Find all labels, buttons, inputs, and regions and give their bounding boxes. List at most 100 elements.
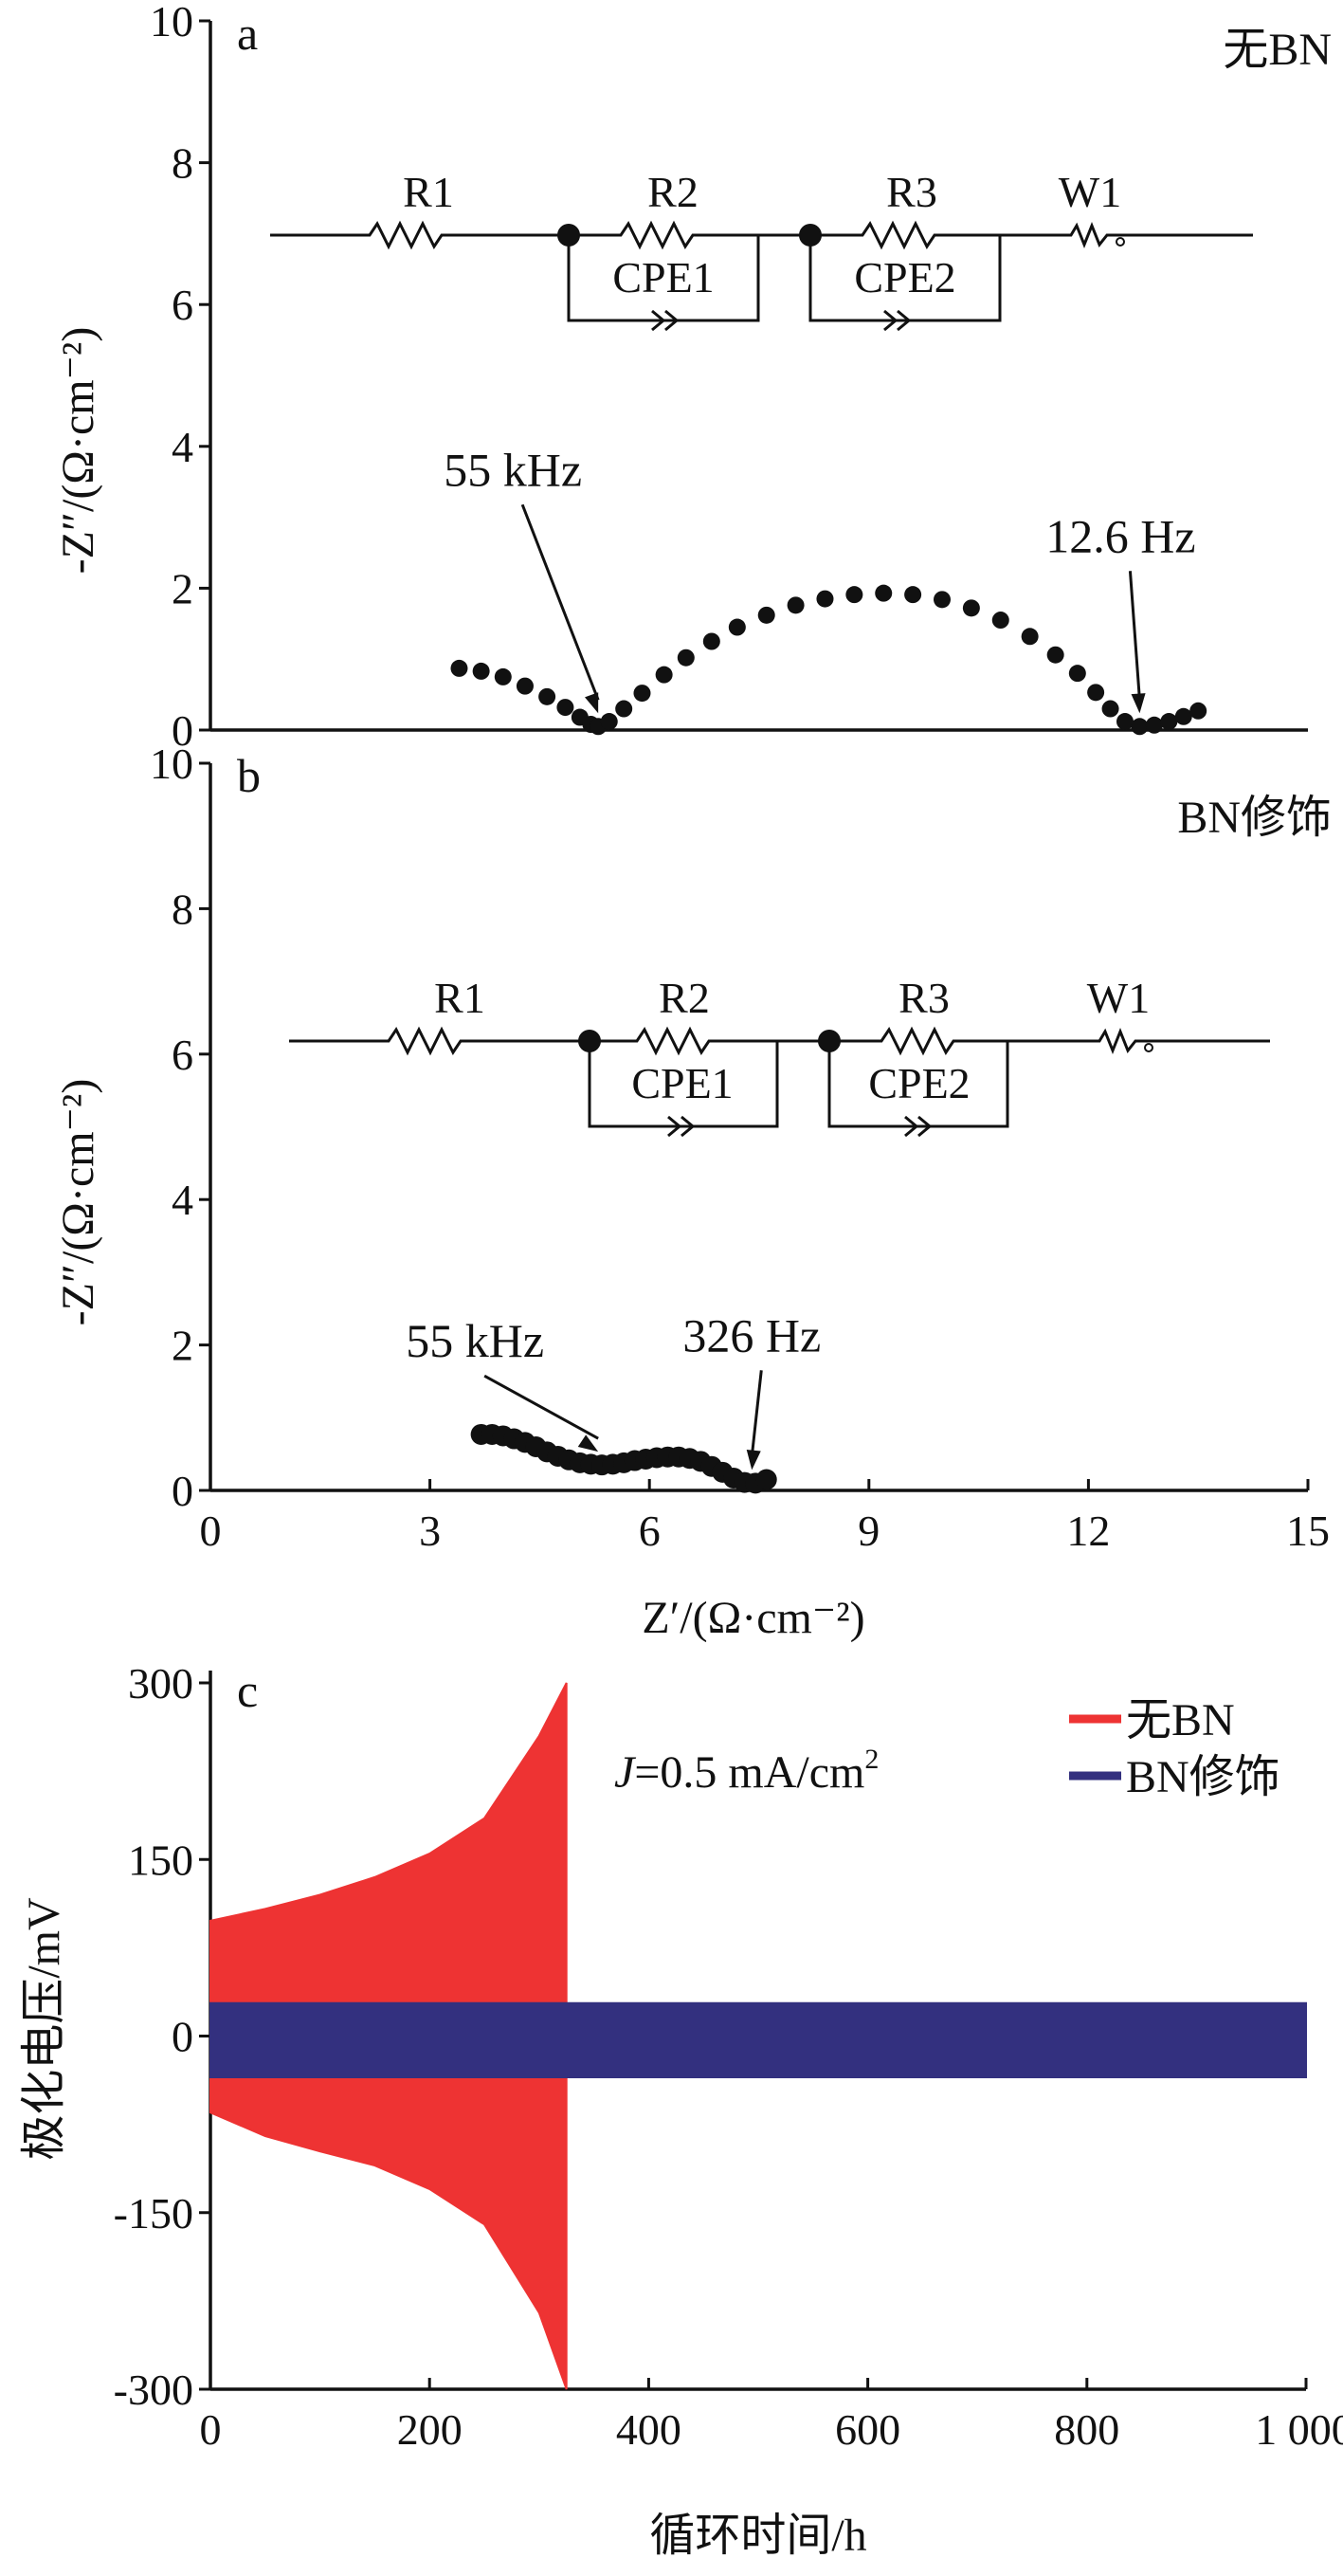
y-tick-label: 8	[172, 139, 193, 188]
y-tick-label: 4	[172, 1176, 193, 1224]
y-tick-label: 150	[128, 1836, 193, 1884]
data-point	[655, 666, 673, 684]
panel-c-legend: 无BN BN修饰	[1069, 1695, 1280, 1802]
resistor-r2	[590, 1026, 777, 1056]
warburg-w1	[1000, 221, 1253, 249]
y-tick-label: 6	[172, 281, 193, 329]
x-tick-label: 0	[200, 1507, 222, 1555]
data-point	[1116, 713, 1134, 731]
x-tick-label-last: 1 000	[1255, 2405, 1343, 2454]
circuit-node-1	[557, 224, 580, 247]
circuit-node-2	[799, 224, 822, 247]
panel-c: 300 150 0 -150 -300 0 200 400 600 800 1 000 c J=0…	[19, 1659, 1343, 2561]
data-point	[494, 667, 512, 685]
panel-a-letter: a	[237, 7, 258, 60]
label-r3: R3	[898, 974, 950, 1022]
annotation-arrow-icon	[746, 1450, 761, 1471]
panel-a-circuit: R1 R2 R3 W1 CPE1 CPE2	[270, 168, 1253, 332]
label-r1: R1	[434, 974, 485, 1022]
panel-b-annotations: 55 kHz 326 Hz	[406, 1308, 821, 1471]
resistor-r3	[777, 1026, 1007, 1056]
legend-label-no-bn: 无BN	[1126, 1695, 1235, 1745]
data-point	[1189, 702, 1207, 720]
cpe2-icon	[904, 1115, 933, 1138]
panel-b: 0 2 4 6 8 10 0 3 6 9 12 15 b BN修饰 -Z″/(Ω·cm⁻²) Z′/…	[53, 740, 1332, 1643]
panel-a-annotations: 55 kHz 12.6 Hz	[444, 443, 1196, 714]
panel-a-y-ticks: 0 2 4 6 8 10	[150, 0, 210, 755]
cpe2-icon	[883, 309, 912, 332]
x-tick-label: 12	[1066, 1507, 1110, 1555]
panel-b-circuit: R1 R2 R3 W1 CPE1 CPE2	[289, 974, 1270, 1138]
label-w1: W1	[1059, 168, 1121, 216]
cpe1-branch	[588, 1041, 779, 1128]
annotation-arrow-line	[750, 1370, 763, 1457]
series-bn-modified-band	[209, 2001, 1307, 2078]
panel-b-letter: b	[237, 749, 261, 802]
panel-a-title: 无BN	[1223, 25, 1332, 75]
panel-a-ylabel: -Z″/(Ω·cm⁻²)	[53, 327, 103, 575]
data-point	[702, 632, 720, 650]
label-cpe1: CPE1	[612, 253, 714, 301]
panel-c-y-ticks: 300 150 0 -150 -300	[114, 1659, 210, 2414]
panel-a-points	[450, 584, 1207, 736]
panel-c-bands	[209, 1682, 1307, 2390]
data-point	[538, 687, 556, 705]
panel-a: 0 2 4 6 8 10 a 无BN -Z″/(Ω·cm⁻²) R1 R2 R3 W1 C…	[53, 0, 1332, 755]
y-tick-label: -300	[114, 2366, 193, 2414]
data-point	[757, 606, 775, 624]
x-tick-label: 6	[639, 1507, 661, 1555]
label-cpe1: CPE1	[631, 1059, 733, 1107]
data-point	[816, 590, 834, 608]
label-cpe2: CPE2	[854, 253, 955, 301]
data-point	[991, 612, 1009, 630]
y-tick-label: 2	[172, 1322, 193, 1370]
data-point	[962, 599, 980, 617]
annotation-variable: J	[614, 1747, 637, 1798]
label-r2: R2	[647, 168, 699, 216]
circuit-node-2	[818, 1030, 841, 1052]
data-point	[556, 699, 574, 717]
data-point	[1046, 646, 1064, 664]
panel-b-points	[470, 1423, 777, 1494]
warburg-mark-icon	[1116, 237, 1125, 247]
data-point	[1160, 713, 1178, 731]
label-r1: R1	[403, 168, 454, 216]
annotation-arrow-icon	[585, 692, 599, 714]
panel-b-x-ticks: 0 3 6 9 12 15	[200, 1479, 1330, 1555]
data-point	[1087, 684, 1105, 702]
x-tick-label: 600	[835, 2405, 900, 2454]
y-tick-label: -150	[114, 2189, 193, 2238]
cpe2-branch	[808, 235, 1002, 322]
x-tick-label: 800	[1054, 2405, 1119, 2454]
y-tick-label: 0	[172, 2013, 193, 2061]
data-point	[633, 685, 651, 703]
y-tick-label: 300	[128, 1659, 193, 1708]
label-w1: W1	[1087, 974, 1150, 1022]
y-tick-label: 8	[172, 885, 193, 933]
y-tick-label: 10	[150, 740, 193, 788]
annotation-label: 326 Hz	[682, 1308, 821, 1361]
panel-c-xlabel: 循环时间/h	[649, 2511, 866, 2561]
warburg-mark-icon	[1144, 1043, 1153, 1052]
cpe1-icon	[667, 1115, 696, 1138]
label-r3: R3	[886, 168, 937, 216]
data-point	[677, 649, 695, 667]
label-r2: R2	[659, 974, 710, 1022]
annotation-arrow-line	[520, 503, 600, 701]
annotation-arrow-icon	[1131, 693, 1146, 714]
resistor-r3	[758, 220, 1000, 250]
data-point	[728, 618, 746, 636]
panel-b-y-ticks: 0 2 4 6 8 10	[150, 740, 210, 1515]
panel-c-letter: c	[237, 1664, 258, 1717]
data-point	[845, 586, 863, 604]
y-tick-label: 4	[172, 423, 193, 471]
panel-c-annotation: J=0.5 mA/cm2	[614, 1744, 879, 1798]
annotation-label: 55 kHz	[406, 1314, 544, 1367]
data-point	[600, 713, 618, 731]
x-tick-label: 0	[200, 2405, 222, 2454]
data-point	[1068, 665, 1086, 683]
data-point	[615, 700, 633, 718]
annotation-text: =0.5 mA/cm	[634, 1747, 864, 1798]
panel-c-x-ticks: 0 200 400 600 800 1 000	[200, 2378, 1343, 2454]
data-point	[1174, 707, 1192, 725]
